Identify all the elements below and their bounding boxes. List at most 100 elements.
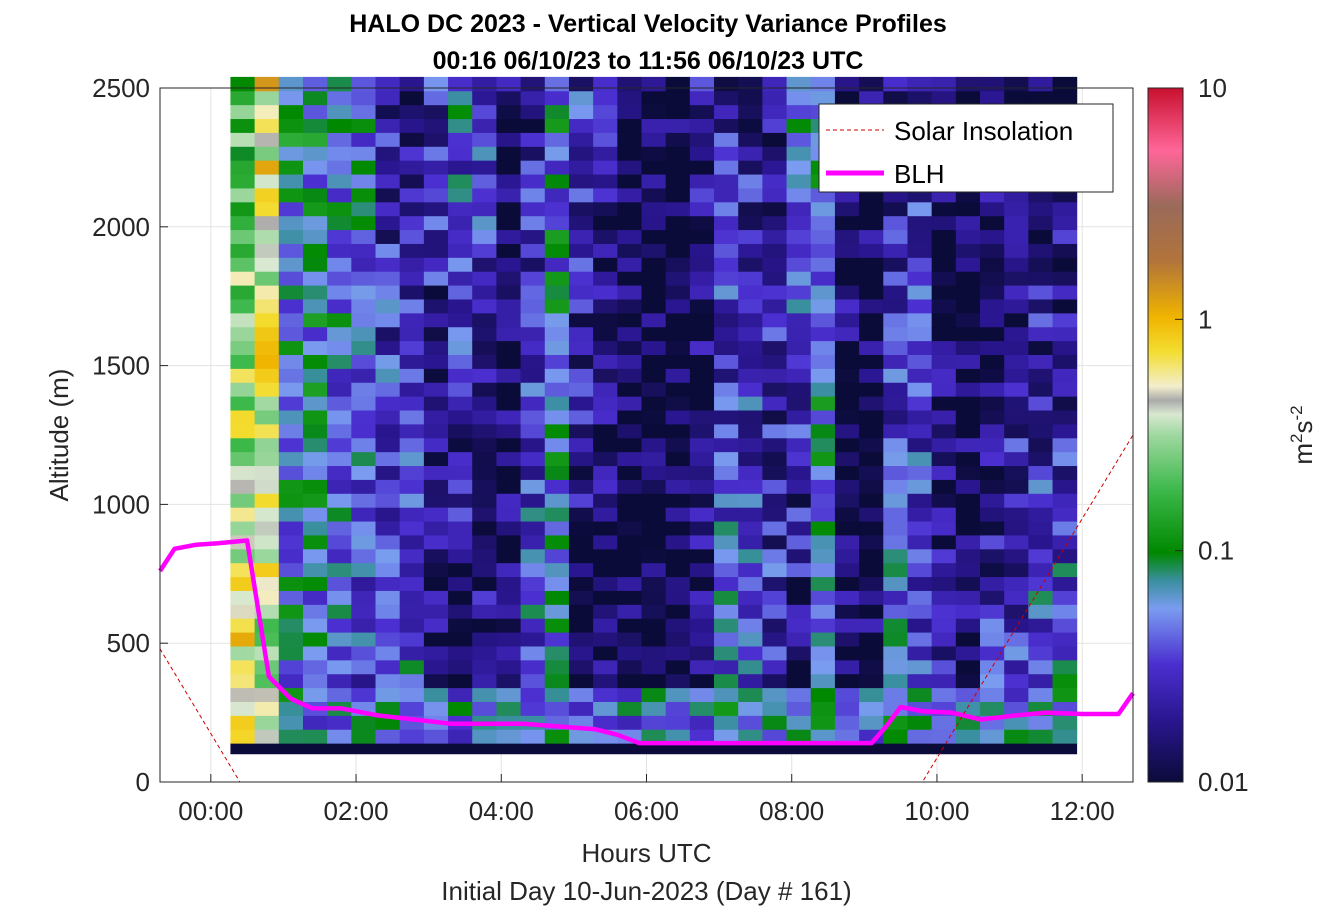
- heatmap-cell: [762, 326, 788, 342]
- heatmap-cell: [351, 382, 377, 397]
- heatmap-cell: [1052, 229, 1078, 244]
- heatmap-cell: [568, 146, 594, 161]
- heatmap-cell: [1052, 312, 1078, 328]
- heatmap-cell: [689, 479, 715, 494]
- heatmap-cell: [859, 590, 884, 605]
- heatmap-cell: [278, 132, 304, 147]
- heatmap-cell: [1052, 382, 1078, 397]
- heatmap-cell: [230, 229, 256, 244]
- heatmap-cell: [665, 285, 691, 300]
- heatmap-cell: [931, 618, 957, 633]
- heatmap-cell: [834, 659, 860, 675]
- heatmap-cell: [883, 396, 908, 411]
- heatmap-cell: [1052, 410, 1078, 425]
- heatmap-cell: [762, 729, 788, 744]
- heatmap-cell: [665, 590, 691, 605]
- heatmap-cell: [423, 604, 449, 619]
- heatmap-cell: [810, 285, 836, 300]
- heatmap-cell: [617, 174, 642, 189]
- heatmap-cell: [859, 521, 884, 536]
- heatmap-cell: [834, 229, 860, 244]
- heatmap-cell: [641, 479, 667, 494]
- heatmap-cell: [834, 465, 860, 480]
- heatmap-cell: [520, 451, 546, 467]
- heatmap-cell: [230, 437, 256, 453]
- heatmap-cell: [1004, 423, 1029, 439]
- heatmap-cell: [568, 604, 594, 619]
- heatmap-cell: [1052, 645, 1078, 661]
- heatmap-cell: [423, 132, 449, 147]
- heatmap-cell: [907, 659, 933, 675]
- heatmap-cell: [448, 215, 473, 231]
- heatmap-cell: [1028, 618, 1054, 633]
- heatmap-cell: [496, 576, 522, 591]
- heatmap-cell: [762, 632, 788, 647]
- heatmap-cell: [1052, 90, 1078, 106]
- heatmap-cell: [955, 645, 981, 661]
- heatmap-cell: [278, 423, 304, 439]
- heatmap-cell: [810, 590, 836, 605]
- heatmap-cell: [907, 340, 933, 355]
- heatmap-cell: [1028, 507, 1054, 522]
- heatmap-cell: [568, 354, 594, 369]
- heatmap-cell: [641, 645, 667, 661]
- heatmap-cell: [399, 229, 425, 244]
- heatmap-cell: [980, 548, 1005, 564]
- heatmap-cell: [448, 298, 473, 314]
- heatmap-cell: [617, 76, 642, 92]
- heatmap-cell: [423, 493, 449, 508]
- heatmap-cell: [762, 645, 788, 661]
- heatmap-cell: [883, 76, 908, 92]
- heatmap-cell: [617, 562, 642, 578]
- heatmap-cell: [351, 604, 377, 619]
- heatmap-cell: [593, 493, 618, 508]
- heatmap-cell: [302, 451, 328, 467]
- heatmap-cell: [399, 104, 425, 120]
- heatmap-cell: [980, 618, 1005, 633]
- heatmap-cell: [786, 298, 812, 314]
- heatmap-cell: [738, 507, 763, 522]
- heatmap-cell: [278, 451, 304, 467]
- heatmap-cell: [665, 410, 691, 425]
- heatmap-cell: [327, 618, 352, 633]
- heatmap-cell: [520, 479, 546, 494]
- heatmap-cell: [786, 410, 812, 425]
- heatmap-cell: [544, 534, 570, 550]
- heatmap-cell: [351, 298, 377, 314]
- heatmap-cell: [689, 340, 715, 355]
- heatmap-cell: [496, 243, 522, 258]
- heatmap-cell: [762, 146, 788, 161]
- heatmap-cell: [1004, 645, 1029, 661]
- heatmap-cell: [375, 285, 401, 300]
- heatmap-cell: [907, 562, 933, 578]
- heatmap-cell: [448, 687, 473, 702]
- heatmap-cell: [593, 534, 618, 550]
- heatmap-cell: [327, 76, 352, 92]
- heatmap-cell: [810, 618, 836, 633]
- heatmap-cell: [689, 132, 715, 147]
- heatmap-cell: [472, 493, 497, 508]
- heatmap-cell: [593, 90, 618, 106]
- heatmap-cell: [568, 673, 594, 689]
- heatmap-cell: [423, 382, 449, 397]
- heatmap-cell: [544, 729, 570, 744]
- heatmap-cell: [278, 90, 304, 106]
- heatmap-cell: [738, 715, 763, 730]
- heatmap-cell: [302, 465, 328, 480]
- heatmap-cell: [714, 118, 739, 133]
- heatmap-cell: [302, 437, 328, 453]
- heatmap-cell: [448, 174, 473, 189]
- heatmap-cell: [230, 354, 256, 369]
- heatmap-cell: [859, 76, 884, 92]
- heatmap-cell: [568, 396, 594, 411]
- heatmap-cell: [1052, 201, 1078, 217]
- heatmap-cell: [351, 285, 377, 300]
- heatmap-cell: [278, 201, 304, 217]
- heatmap-cell: [302, 507, 328, 522]
- heatmap-cell: [980, 201, 1005, 217]
- heatmap-cell: [665, 437, 691, 453]
- heatmap-cell: [714, 590, 739, 605]
- heatmap-cell: [472, 396, 497, 411]
- heatmap-cell: [1004, 534, 1029, 550]
- heatmap-cell: [496, 368, 522, 383]
